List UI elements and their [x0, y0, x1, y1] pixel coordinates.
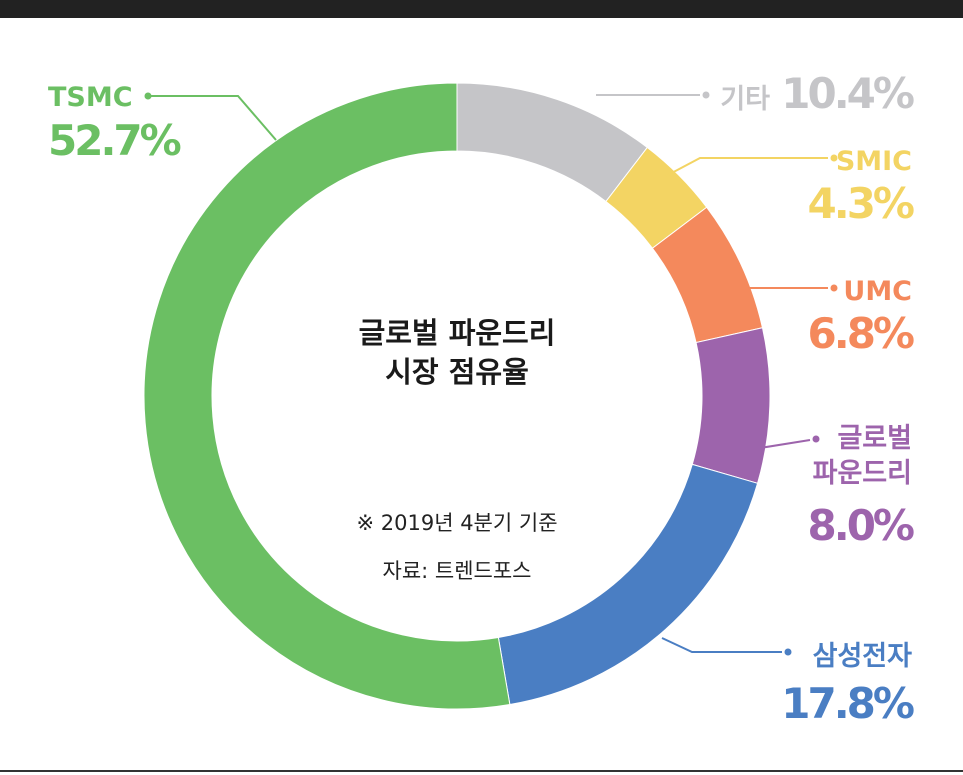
leader-dot-tsmc [144, 92, 152, 100]
slice-value-globalfoundries: 8.0% [808, 501, 914, 550]
leader-dot-umc [830, 284, 838, 292]
slices-group [143, 82, 771, 710]
slice-label-other: 기타 [720, 84, 770, 115]
leaders-group [144, 91, 838, 656]
leader-line-globalfoundries [759, 439, 811, 449]
leader-dot-other [702, 91, 710, 99]
bottom-rule [0, 770, 963, 772]
slice-tsmc [143, 82, 511, 710]
slice-value-tsmc: 52.7% [48, 116, 181, 165]
slice-value-other: 10.4% [781, 69, 914, 118]
leader-dot-samsung [784, 648, 792, 656]
leader-line-samsung [661, 637, 782, 653]
chart-title-line-1: 글로벌 파운드리 [359, 316, 556, 350]
slice-globalfoundries [691, 327, 771, 484]
slice-label-globalfoundries-line-1: 글로벌 [837, 423, 912, 454]
leader-dot-smic [830, 154, 838, 162]
slice-samsung [497, 463, 759, 706]
slice-other [456, 82, 648, 203]
slice-value-smic: 4.3% [808, 179, 914, 228]
slice-label-globalfoundries-line-2: 파운드리 [813, 458, 912, 489]
leader-line-smic [665, 157, 828, 177]
note-source: 자료: 트렌드포스 [383, 559, 532, 583]
slice-value-samsung: 17.8% [781, 679, 914, 728]
slice-value-umc: 6.8% [808, 309, 914, 358]
top-bar [0, 0, 963, 18]
leader-line-tsmc [150, 95, 277, 141]
slice-label-umc: UMC [843, 276, 912, 307]
slice-label-smic: SMIC [836, 146, 912, 177]
chart-title-line-2: 시장 점유율 [385, 355, 529, 389]
note-basis: ※ 2019년 4분기 기준 [356, 511, 557, 535]
slice-label-tsmc: TSMC [48, 82, 133, 113]
leader-dot-globalfoundries [812, 435, 820, 443]
slice-label-samsung: 삼성전자 [813, 641, 913, 672]
